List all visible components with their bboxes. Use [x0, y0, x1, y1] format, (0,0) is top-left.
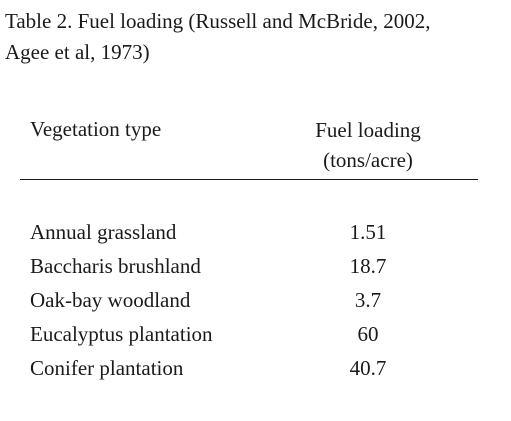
fuel-cell: 60 — [357, 322, 379, 346]
fuel-loading-table: Vegetation type Fuel loading (tons/acre)… — [20, 115, 478, 380]
table-row: Conifer plantation 40.7 — [20, 351, 478, 385]
table-row: Annual grassland 1.51 — [20, 215, 478, 249]
caption-line-2: Agee et al, 1973) — [5, 40, 150, 64]
table-body: Annual grassland 1.51 Baccharis brushlan… — [20, 215, 478, 385]
header-fuel-loading: Fuel loading (tons/acre) — [278, 115, 458, 175]
caption-line-1: Table 2. Fuel loading (Russell and McBri… — [5, 9, 431, 33]
table-row: Eucalyptus plantation 60 — [20, 317, 478, 351]
table-row: Baccharis brushland 18.7 — [20, 249, 478, 283]
fuel-cell: 18.7 — [349, 254, 387, 278]
fuel-cell: 3.7 — [354, 288, 382, 312]
fuel-cell: 1.51 — [349, 220, 387, 244]
vegetation-cell: Conifer plantation — [30, 356, 184, 380]
header-fuel-loading-line-1: Fuel loading — [315, 118, 421, 142]
fuel-cell: 40.7 — [349, 356, 387, 380]
table-row: Oak-bay woodland 3.7 — [20, 283, 478, 317]
vegetation-cell: Oak-bay woodland — [30, 288, 191, 312]
vegetation-cell: Annual grassland — [30, 220, 177, 244]
header-vegetation-type: Vegetation type — [30, 117, 162, 141]
table-header: Vegetation type Fuel loading (tons/acre) — [20, 115, 478, 179]
vegetation-cell: Eucalyptus plantation — [30, 322, 213, 346]
table-caption: Table 2. Fuel loading (Russell and McBri… — [5, 6, 509, 68]
header-fuel-loading-units: (tons/acre) — [323, 148, 413, 172]
vegetation-cell: Baccharis brushland — [30, 254, 201, 278]
header-rule — [20, 179, 478, 180]
